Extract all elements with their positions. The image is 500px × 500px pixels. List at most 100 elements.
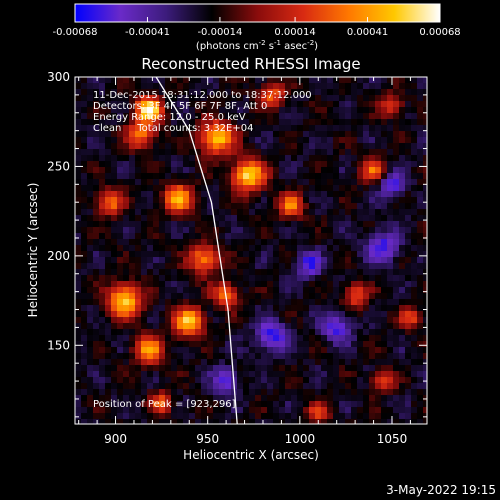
heatmap-cell	[87, 353, 94, 360]
heatmap-cell	[399, 137, 406, 144]
heatmap-cell	[189, 149, 196, 156]
heatmap-cell	[225, 197, 232, 204]
heatmap-cell	[177, 257, 184, 264]
heatmap-cell	[177, 407, 184, 414]
heatmap-cell	[147, 359, 154, 366]
heatmap-cell	[393, 113, 400, 120]
heatmap-cell	[177, 227, 184, 234]
heatmap-cell	[141, 293, 148, 300]
heatmap-cell	[111, 257, 118, 264]
heatmap-cell	[177, 269, 184, 276]
heatmap-cell	[159, 419, 166, 424]
heatmap-cell	[237, 293, 244, 300]
y-tick-label: 150	[47, 338, 70, 352]
heatmap-cell	[81, 191, 88, 198]
heatmap-cell	[225, 275, 232, 282]
heatmap-cell	[285, 209, 292, 216]
heatmap-cell	[321, 227, 328, 234]
heatmap-cell	[369, 329, 376, 336]
heatmap-cell	[219, 317, 226, 324]
heatmap-cell	[417, 167, 424, 174]
heatmap-cell	[231, 419, 238, 424]
heatmap-cell	[273, 239, 280, 246]
heatmap-cell	[369, 293, 376, 300]
heatmap-cell	[159, 299, 166, 306]
heatmap-cell	[423, 95, 427, 102]
heatmap-cell	[99, 185, 106, 192]
heatmap-cell	[333, 317, 340, 324]
heatmap-cell	[333, 251, 340, 258]
heatmap-cell	[81, 305, 88, 312]
heatmap-cell	[111, 107, 118, 114]
heatmap-cell	[135, 167, 142, 174]
heatmap-cell	[369, 335, 376, 342]
heatmap-cell	[81, 269, 88, 276]
heatmap-cell	[243, 239, 250, 246]
heatmap-cell	[213, 305, 220, 312]
heatmap-cell	[213, 269, 220, 276]
heatmap-cell	[255, 353, 262, 360]
heatmap-cell	[315, 263, 322, 270]
heatmap-cell	[105, 137, 112, 144]
heatmap-cell	[201, 119, 208, 126]
heatmap-cell	[243, 281, 250, 288]
heatmap-cell	[249, 197, 256, 204]
heatmap-cell	[315, 209, 322, 216]
heatmap-cell	[81, 113, 88, 120]
heatmap-cell	[381, 341, 388, 348]
heatmap-cell	[219, 347, 226, 354]
heatmap-cell	[411, 335, 418, 342]
heatmap-cell	[141, 299, 148, 306]
heatmap-cell	[417, 347, 424, 354]
heatmap-cell	[201, 107, 208, 114]
heatmap-cell	[339, 281, 346, 288]
heatmap-cell	[171, 413, 178, 420]
heatmap-cell	[387, 221, 394, 228]
heatmap-cell	[105, 227, 112, 234]
heatmap-cell	[237, 89, 244, 96]
heatmap-cell	[297, 149, 304, 156]
heatmap-cell	[399, 251, 406, 258]
heatmap-cell	[375, 287, 382, 294]
heatmap-cell	[105, 149, 112, 156]
heatmap-cell	[351, 185, 358, 192]
heatmap-cell	[201, 305, 208, 312]
heatmap-cell	[267, 317, 274, 324]
heatmap-cell	[231, 251, 238, 258]
heatmap-cell	[309, 341, 316, 348]
heatmap-cell	[345, 389, 352, 396]
heatmap-cell	[243, 395, 250, 402]
heatmap-cell	[201, 197, 208, 204]
heatmap-cell	[165, 287, 172, 294]
heatmap-cell	[297, 107, 304, 114]
heatmap-cell	[357, 95, 364, 102]
heatmap-cell	[387, 209, 394, 216]
heatmap-cell	[147, 305, 154, 312]
heatmap-cell	[297, 83, 304, 90]
heatmap-cell	[171, 137, 178, 144]
heatmap-cell	[285, 395, 292, 402]
heatmap-cell	[225, 77, 232, 84]
heatmap-cell	[105, 239, 112, 246]
heatmap-cell	[183, 359, 190, 366]
heatmap-cell	[381, 143, 388, 150]
heatmap-cell	[195, 179, 202, 186]
heatmap-cell	[339, 233, 346, 240]
heatmap-cell	[285, 401, 292, 408]
heatmap-cell	[381, 389, 388, 396]
heatmap-cell	[249, 161, 256, 168]
heatmap-cell	[423, 413, 427, 420]
heatmap-cell	[291, 83, 298, 90]
heatmap-cell	[117, 113, 124, 120]
heatmap-cell	[99, 101, 106, 108]
heatmap-cell	[279, 119, 286, 126]
heatmap-cell	[225, 353, 232, 360]
heatmap-cell	[135, 77, 142, 84]
heatmap-cell	[141, 407, 148, 414]
heatmap-cell	[393, 215, 400, 222]
heatmap-cell	[309, 137, 316, 144]
heatmap-cell	[405, 341, 412, 348]
heatmap-cell	[279, 359, 286, 366]
heatmap-cell	[321, 311, 328, 318]
heatmap-cell	[207, 389, 214, 396]
